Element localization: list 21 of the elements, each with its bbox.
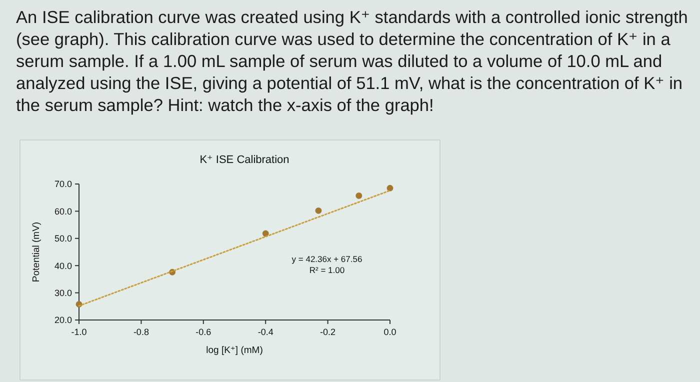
x-tick-label: -0.8 xyxy=(133,327,149,337)
x-tick-label: 0.0 xyxy=(384,327,396,337)
annotation: R² = 1.00 xyxy=(309,265,345,275)
y-tick-label: 70.0 xyxy=(54,179,72,190)
y-axis-title: Potential (mV) xyxy=(31,222,42,282)
x-tick-label: -1.0 xyxy=(71,327,87,337)
y-tick-label: 50.0 xyxy=(54,234,72,244)
point xyxy=(315,207,322,214)
y-tick-label: 60.0 xyxy=(54,206,72,216)
point xyxy=(386,184,394,192)
y-tick-label: 30.0 xyxy=(54,288,72,298)
chart-title: K⁺ ISE Calibration xyxy=(200,154,290,166)
x-tick-label: -0.4 xyxy=(258,327,274,337)
annotation: y = 42.36x + 67.56 xyxy=(292,254,362,264)
y-tick-label: 20.0 xyxy=(54,315,72,326)
point xyxy=(356,192,362,199)
x-tick-label: -0.2 xyxy=(320,327,336,337)
text: An ISE calibration curve was created using K⁺ standards with a controlled ionic strength (see graph). This calibration curve was used to determine the concentration of K⁺ in a serum sample. If a 1.00 mL sample of serum was diluted to a volume of 10.0 mL and analyzed using the ISE, giving a potential of 51.1 mV, what is the concentration of K⁺ in the serum sample? Hint: watch the x-axis of the graph! xyxy=(16,6,689,116)
x-tick-label: -0.6 xyxy=(196,327,212,337)
x-axis-title: log [K⁺] (mM) xyxy=(206,345,263,356)
y-tick-label: 40.0 xyxy=(54,260,72,271)
